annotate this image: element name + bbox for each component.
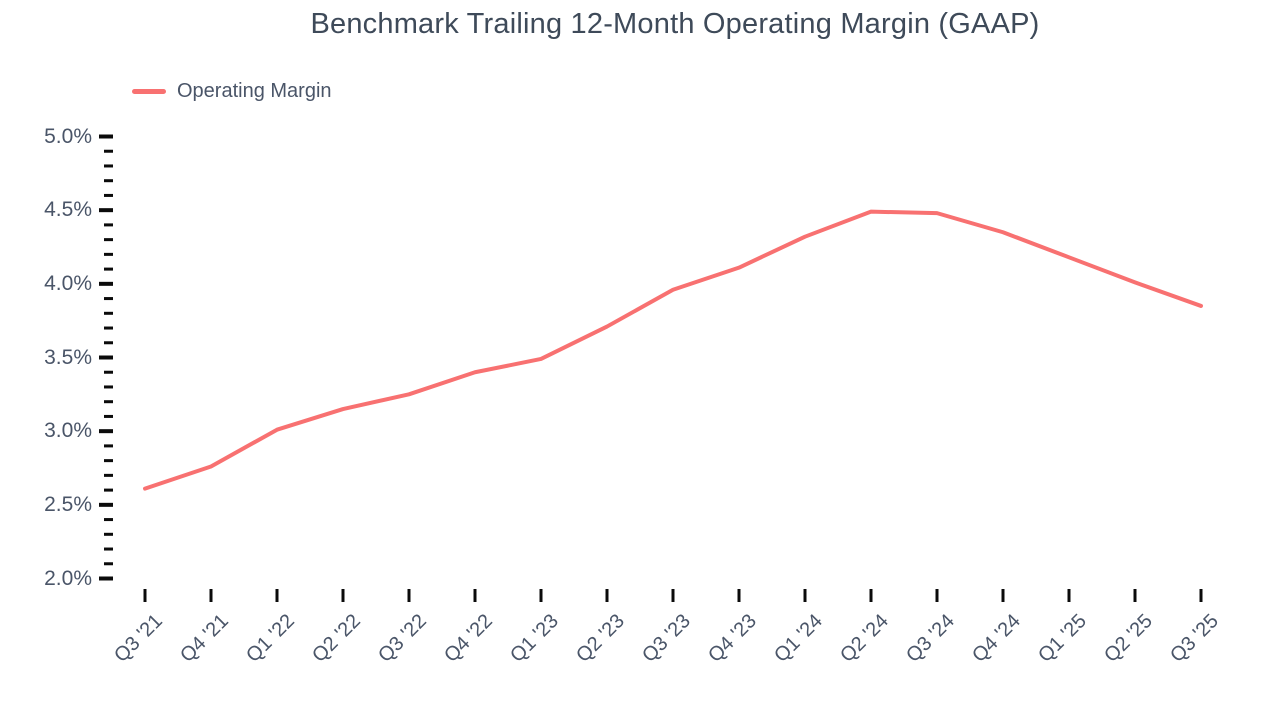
y-major-tick <box>99 134 113 139</box>
x-tick <box>341 589 345 602</box>
chart-title: Benchmark Trailing 12-Month Operating Ma… <box>310 8 1040 40</box>
x-tick <box>209 589 213 602</box>
y-minor-tick <box>104 488 113 492</box>
y-major-tick <box>99 355 113 360</box>
y-minor-tick <box>104 164 113 168</box>
y-axis-label: 4.0% <box>44 271 92 295</box>
y-axis-label: 3.5% <box>44 345 92 369</box>
x-tick <box>275 589 279 602</box>
y-minor-tick <box>104 297 113 301</box>
x-tick <box>737 589 741 602</box>
y-minor-tick <box>104 179 113 183</box>
y-major-tick <box>99 502 113 507</box>
y-minor-tick <box>104 238 113 242</box>
y-minor-tick <box>104 311 113 315</box>
x-tick <box>473 589 477 602</box>
y-minor-tick <box>104 547 113 551</box>
y-minor-tick <box>104 532 113 536</box>
y-axis-label: 5.0% <box>44 124 92 148</box>
y-minor-tick <box>104 193 113 197</box>
y-minor-tick <box>104 267 113 271</box>
y-minor-tick <box>104 149 113 153</box>
y-major-tick <box>99 208 113 213</box>
y-minor-tick <box>104 252 113 256</box>
y-axis-label: 4.5% <box>44 198 92 222</box>
y-minor-tick <box>104 400 113 404</box>
x-tick <box>143 589 147 602</box>
y-minor-tick <box>104 562 113 566</box>
x-tick <box>407 589 411 602</box>
x-tick <box>1001 589 1005 602</box>
x-tick <box>1067 589 1071 602</box>
y-minor-tick <box>104 223 113 227</box>
y-minor-tick <box>104 444 113 448</box>
y-major-tick <box>99 429 113 434</box>
x-tick <box>803 589 807 602</box>
y-axis-label: 2.5% <box>44 492 92 516</box>
y-axis-label: 2.0% <box>44 566 92 590</box>
y-minor-tick <box>104 341 113 345</box>
y-minor-tick <box>104 370 113 374</box>
legend-item-operating-margin[interactable]: Operating Margin <box>132 80 332 103</box>
y-minor-tick <box>104 473 113 477</box>
y-minor-tick <box>104 518 113 522</box>
x-tick <box>1199 589 1203 602</box>
x-tick <box>1133 589 1137 602</box>
y-minor-tick <box>104 385 113 389</box>
x-tick <box>671 589 675 602</box>
x-tick <box>869 589 873 602</box>
legend-label: Operating Margin <box>177 80 332 102</box>
y-minor-tick <box>104 459 113 463</box>
y-minor-tick <box>104 414 113 418</box>
x-tick <box>539 589 543 602</box>
legend-swatch-icon <box>132 89 166 94</box>
y-major-tick <box>99 281 113 286</box>
x-tick <box>935 589 939 602</box>
x-tick <box>605 589 609 602</box>
y-major-tick <box>99 576 113 581</box>
y-axis-label: 3.0% <box>44 419 92 443</box>
operating-margin-line <box>143 209 1203 491</box>
y-minor-tick <box>104 326 113 330</box>
